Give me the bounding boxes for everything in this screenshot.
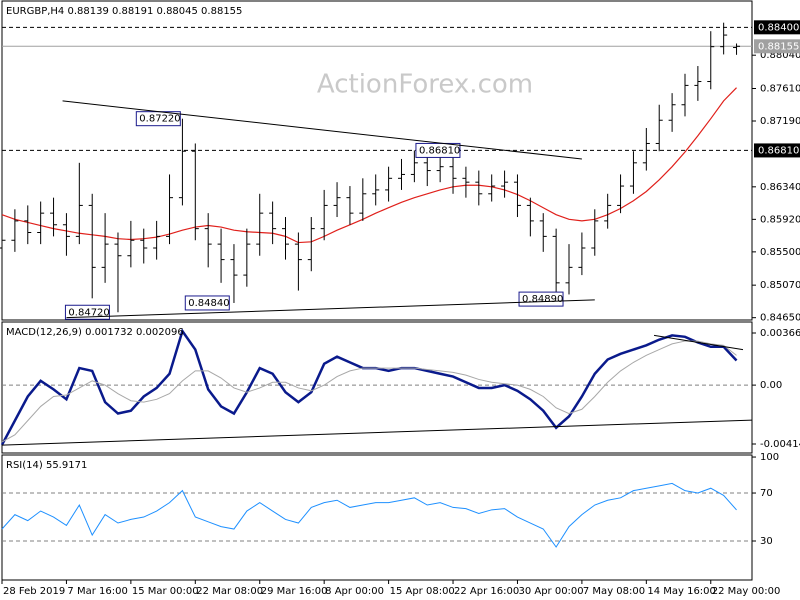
y-tick-label: 0.00 — [760, 380, 782, 391]
pane-frame — [1, 454, 753, 581]
x-tick-label: 29 Mar 16:00 — [261, 586, 328, 597]
level-label: 0.88155 — [758, 41, 799, 52]
y-tick-label: 0.85920 — [760, 214, 800, 225]
trendline — [1, 419, 753, 446]
level-label: 0.86810 — [758, 145, 799, 156]
y-tick-label: 0.87610 — [760, 83, 800, 94]
indicator-line — [1, 340, 737, 443]
annotation-label: 0.84890 — [522, 294, 563, 305]
x-tick-label: 7 Mar 16:00 — [67, 586, 127, 597]
level-box — [754, 39, 800, 54]
trendline — [66, 299, 595, 319]
watermark: ActionForex.com — [317, 70, 533, 100]
annotation-label: 0.86810 — [419, 145, 460, 156]
annotation-box — [518, 291, 564, 307]
x-tick-label: 7 May 08:00 — [583, 586, 645, 597]
trendline — [62, 100, 582, 160]
annotation-label: 0.84840 — [188, 298, 229, 309]
annotation-box — [184, 295, 230, 311]
pane-title: EURGBP,H4 0.88139 0.88191 0.88045 0.8815… — [6, 6, 242, 17]
x-tick-label: 22 May 00:00 — [712, 586, 781, 597]
level-box — [754, 20, 800, 35]
level-box — [754, 143, 800, 158]
annotation-box — [64, 304, 110, 320]
x-tick-label: 15 Apr 08:00 — [390, 586, 455, 597]
y-tick-label: 30 — [760, 536, 773, 547]
level-label: 0.88400 — [758, 22, 799, 33]
pane-frame — [1, 0, 753, 321]
y-tick-label: 0.87190 — [760, 116, 800, 127]
y-tick-label: 0.85500 — [760, 247, 800, 258]
x-tick-label: 22 Mar 08:00 — [196, 586, 263, 597]
annotation-label: 0.84720 — [68, 307, 109, 318]
trendline — [653, 334, 744, 351]
y-tick-label: 0.85070 — [760, 280, 800, 291]
indicator-line — [1, 482, 737, 548]
y-tick-label: 0.84650 — [760, 313, 800, 324]
pane-title: RSI(14) 55.9171 — [6, 460, 87, 471]
y-tick-label: 0.003668 — [760, 328, 800, 339]
x-tick-label: 30 Apr 00:00 — [518, 586, 583, 597]
pane-frame — [1, 321, 753, 454]
moving-average — [1, 87, 737, 244]
annotation-box — [415, 142, 461, 158]
y-tick-label: 70 — [760, 488, 773, 499]
x-tick-label: 8 Apr 00:00 — [325, 586, 384, 597]
y-tick-label: 100 — [760, 452, 779, 463]
x-tick-label: 14 May 16:00 — [647, 586, 716, 597]
x-tick-label: 28 Feb 2019 — [3, 586, 65, 597]
annotation-label: 0.87220 — [139, 114, 180, 125]
x-tick-label: 15 Mar 00:00 — [132, 586, 199, 597]
y-tick-label: -0.004145 — [760, 439, 800, 450]
x-tick-label: 22 Apr 16:00 — [454, 586, 519, 597]
y-tick-label: 0.86340 — [760, 182, 800, 193]
pane-title: MACD(12,26,9) 0.001732 0.002096 — [6, 327, 184, 338]
y-tick-label: 0.88040 — [760, 50, 800, 61]
